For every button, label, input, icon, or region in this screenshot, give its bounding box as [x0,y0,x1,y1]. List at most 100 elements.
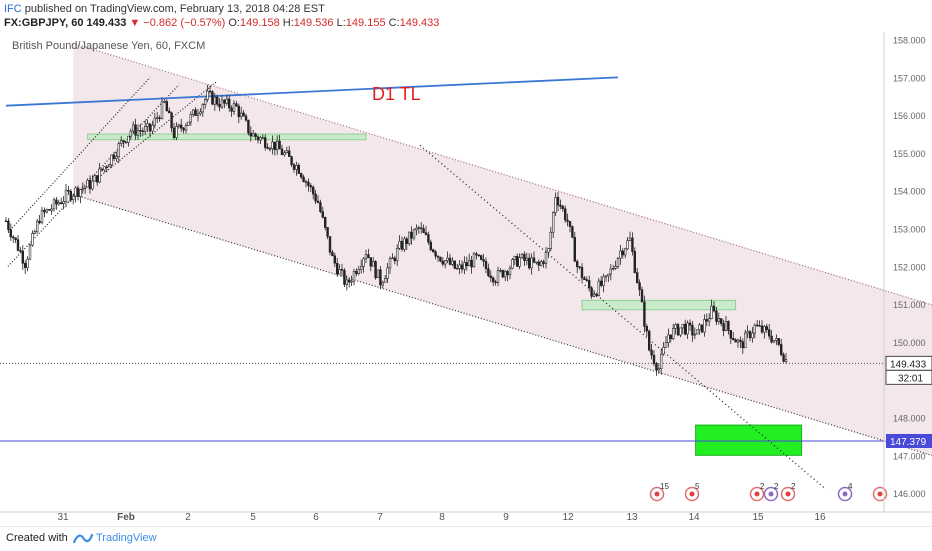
candle-body [467,260,471,267]
candle-body [695,329,699,335]
candle-body [364,254,368,260]
candle-body [345,279,348,285]
candle-body [671,327,675,340]
candle-body [93,175,97,182]
candle-body [74,187,77,197]
time-tick-label: 9 [503,512,509,523]
candle-body [316,200,320,203]
candle-body [741,341,745,349]
time-tick-label: Feb [117,512,135,523]
candle-body [511,259,514,269]
close-label: C: [388,17,400,29]
open-label: O: [228,17,240,29]
candle-body [743,332,747,349]
event-marker-dot [768,491,774,497]
price-chart[interactable]: 15 5 2 2 2 4 158.000157.000156.000155.000154.… [0,32,932,526]
candle-body [683,323,687,335]
candle-body [290,156,293,165]
candle-body [640,289,644,303]
candle-body [475,253,478,256]
candle-body [213,96,216,105]
candle-body [122,140,125,143]
candle-body [124,141,128,144]
candle-body [676,324,680,336]
candle-body [501,270,504,278]
candle-body [400,240,404,250]
candle-body [755,324,759,327]
low-value: 149.155 [345,17,386,29]
candle-body [57,202,61,205]
candle-body [659,353,663,369]
candle-body [309,185,312,188]
price-tick-label: 151.000 [893,300,926,310]
candle-body [335,262,339,275]
candle-body [84,186,87,189]
candle-body [168,110,171,114]
candle-body [160,101,164,119]
candle-body [599,280,603,286]
candle-body [590,287,593,297]
candle-body [712,305,716,312]
price-change: ▼ −0.862 (−0.57%) [129,17,226,29]
candle-body [331,251,334,257]
candle-body [21,251,24,264]
candle-body [180,124,183,129]
candle-body [132,124,135,132]
author-link[interactable]: IFC [4,3,22,15]
candle-body [271,141,274,149]
event-count-label: 15 [660,482,669,491]
created-with-label: Created with [6,532,68,544]
candle-body [525,257,529,261]
candle-body [163,101,166,103]
tradingview-brand-link[interactable]: TradingView [96,532,157,544]
candle-body [587,280,591,289]
candle-body [544,251,548,264]
candle-body [647,330,651,351]
time-tick-label: 13 [626,512,638,523]
candle-body [115,156,118,159]
level-price-tag [886,433,932,448]
candle-body [739,339,742,342]
candle-body [386,267,389,279]
candle-body [448,257,452,265]
candle-body [592,293,596,297]
candle-body [602,276,605,286]
candle-body [230,107,233,112]
candle-body [691,324,694,336]
candle-body [206,90,209,100]
candle-body [722,323,725,332]
candle-body [242,112,245,117]
candle-body [14,237,17,240]
price-tick-label: 148.000 [893,414,926,424]
candle-body [523,253,526,261]
candle-body [50,208,53,211]
candle-body [369,257,372,267]
candle-body [55,199,58,205]
candle-body [650,349,653,356]
candle-body [79,189,82,197]
time-tick-label: 31 [57,512,69,523]
candle-body [259,137,262,141]
candle-body [144,126,147,132]
candle-body [631,237,634,252]
candle-body [218,103,221,108]
candle-body [261,137,264,139]
candle-body [278,140,281,150]
candle-body [484,260,488,269]
candle-body [710,305,713,319]
candle-body [561,206,565,210]
rising-channel-upper [7,76,151,233]
candle-body [551,212,555,233]
candle-body [141,130,144,132]
candle-body [196,113,200,116]
candle-body [26,258,29,268]
candle-body [112,154,116,159]
candle-body [247,119,250,134]
footer: Created with TradingView [0,526,932,551]
candle-body [357,269,360,274]
candle-body [580,267,584,279]
candle-body [72,195,75,200]
rising-channel-mid [68,80,218,203]
candle-body [108,164,111,168]
candle-body [16,239,20,251]
